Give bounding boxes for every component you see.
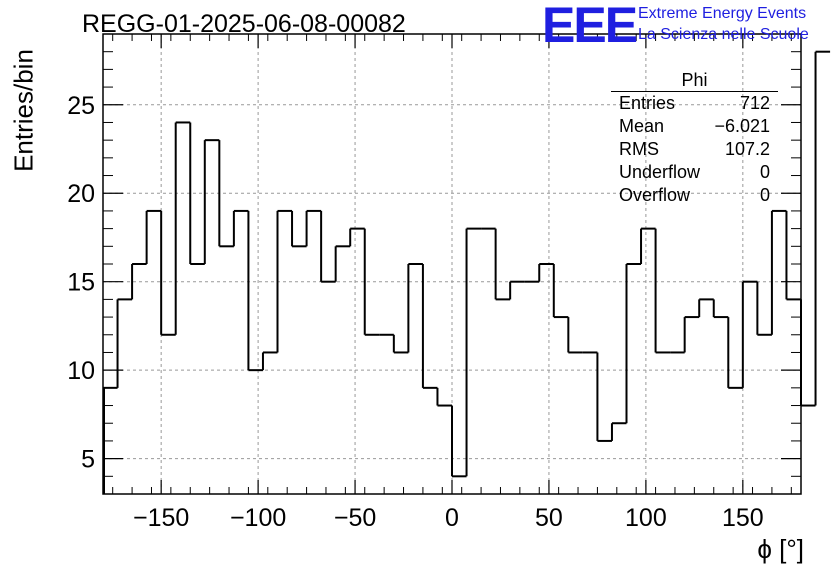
x-axis-label: ϕ [°] (757, 534, 804, 564)
stats-label: Overflow (619, 185, 691, 205)
y-tick-label: 25 (67, 92, 95, 120)
stats-value: 0 (759, 185, 770, 205)
stats-label: RMS (619, 139, 659, 159)
stats-row-underflow: Underflow 0 (611, 161, 778, 184)
y-tick-label: 20 (67, 180, 95, 208)
stats-label: Entries (619, 93, 676, 113)
x-tick-label: 150 (722, 504, 764, 532)
x-tick-label: 100 (625, 504, 667, 532)
x-tick-label: 0 (445, 504, 459, 532)
y-axis-label: Entries/bin (8, 49, 39, 172)
logo-line-2: La Scienza nelle Scuole (638, 26, 809, 43)
y-tick-label: 15 (67, 269, 95, 297)
x-tick-label: −100 (230, 504, 286, 532)
x-tick-label: 50 (535, 504, 563, 532)
logo-line-1: Extreme Energy Events (638, 5, 807, 22)
stats-value: 0 (759, 162, 770, 182)
stats-value: 107.2 (724, 139, 770, 159)
eee-logo: EEE (542, 0, 638, 53)
x-tick-label: −50 (334, 504, 376, 532)
stats-row-entries: Entries 712 (611, 92, 778, 115)
stats-value: −6.021 (714, 116, 770, 136)
chart-title: REGG-01-2025-06-08-00082 (82, 10, 406, 38)
stats-value: 712 (739, 93, 770, 113)
stats-box: Phi Entries 712 Mean −6.021 RMS 107.2 Un… (611, 70, 778, 207)
stats-label: Underflow (619, 162, 701, 182)
y-tick-label: 5 (81, 446, 95, 474)
x-tick-label: −150 (133, 504, 189, 532)
y-tick-label: 10 (67, 357, 95, 385)
stats-row-mean: Mean −6.021 (611, 115, 778, 138)
stats-row-overflow: Overflow 0 (611, 184, 778, 207)
stats-label: Mean (619, 116, 665, 136)
stats-row-rms: RMS 107.2 (611, 138, 778, 161)
plot-frame (102, 33, 802, 495)
stats-title: Phi (611, 70, 778, 92)
